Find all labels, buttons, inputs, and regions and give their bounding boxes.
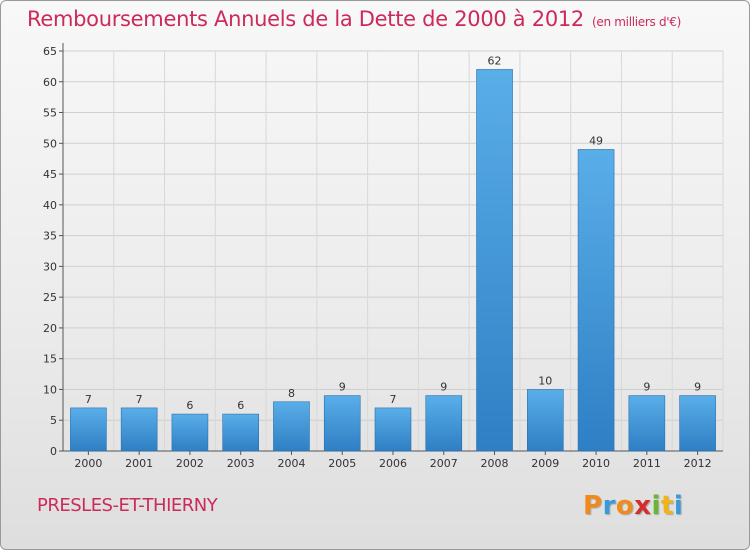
value-label-2006: 7: [390, 393, 397, 406]
value-label-2002: 6: [186, 399, 193, 412]
title-text: Remboursements Annuels de la Dette de 20…: [27, 7, 584, 31]
y-tick-label: 20: [43, 322, 57, 335]
y-tick-label: 25: [43, 291, 57, 304]
bar-2004: [273, 401, 310, 452]
y-tick-label: 10: [43, 383, 57, 396]
bar-2008: [476, 69, 513, 452]
x-tick-label: 2010: [582, 457, 610, 470]
logo-letter: i: [673, 491, 684, 521]
proxiti-logo: Proxiti: [583, 491, 683, 521]
x-tick-label: 2006: [379, 457, 407, 470]
bar-2011: [628, 395, 666, 452]
value-label-2001: 7: [136, 393, 143, 406]
bars: [70, 69, 716, 452]
x-tick-label: 2003: [227, 457, 255, 470]
y-tick-label: 60: [43, 76, 57, 89]
x-tick-label: 2011: [633, 457, 661, 470]
bar-2007: [425, 395, 463, 452]
y-tick-label: 55: [43, 107, 57, 120]
bar-2010: [577, 149, 615, 452]
bar-2003: [222, 413, 259, 452]
value-label-2007: 9: [440, 381, 447, 394]
bar-2009: [527, 389, 564, 452]
bar-2012: [679, 395, 716, 452]
logo-letter: t: [660, 491, 674, 521]
bar-2001: [120, 407, 158, 452]
commune-name: PRESLES-ET-THIERNY: [37, 495, 218, 516]
x-tick-label: 2005: [328, 457, 356, 470]
data-labels: 7 7 6 6 8 9 7 9 62 10 49 9 9: [85, 54, 701, 412]
value-label-2003: 6: [237, 399, 244, 412]
y-tick-label: 65: [43, 45, 57, 58]
gridlines: [62, 50, 724, 452]
y-tick-label: 5: [50, 414, 57, 427]
bar-2005: [323, 395, 361, 452]
y-tick-label: 30: [43, 260, 57, 273]
x-tick-label: 2008: [481, 457, 509, 470]
x-tick-label: 2009: [531, 457, 559, 470]
y-tick-label: 45: [43, 168, 57, 181]
value-label-2004: 8: [288, 387, 295, 400]
y-tick-label: 35: [43, 230, 57, 243]
value-label-2000: 7: [85, 393, 92, 406]
value-label-2009: 10: [538, 374, 552, 387]
bar-2006: [374, 407, 412, 452]
value-label-2010: 49: [589, 134, 603, 147]
logo-letter: P: [583, 491, 603, 521]
value-label-2012: 9: [694, 381, 701, 394]
bar-2002: [171, 413, 209, 452]
logo-letter: o: [615, 491, 635, 521]
x-tick-label: 2012: [684, 457, 712, 470]
unit-label: (en milliers d'€): [592, 15, 682, 29]
value-label-2005: 9: [339, 381, 346, 394]
y-tick-label: 50: [43, 137, 57, 150]
axes: 0 5 10 15 20 25 30 35 40 45 50 55 60 65 2000 2001 2002 20…: [43, 43, 723, 470]
y-tick-label: 0: [50, 445, 57, 458]
y-tick-label: 15: [43, 353, 57, 366]
value-label-2008: 62: [488, 54, 502, 67]
chart-title: Remboursements Annuels de la Dette de 20…: [27, 7, 681, 31]
x-tick-label: 2001: [125, 457, 153, 470]
bar-2000: [70, 407, 107, 452]
y-tick-label: 40: [43, 199, 57, 212]
logo-letter: x: [634, 491, 652, 521]
x-tick-label: 2007: [430, 457, 458, 470]
x-tick-label: 2004: [277, 457, 305, 470]
logo-letter: i: [651, 491, 661, 521]
logo-letter: r: [602, 491, 616, 521]
x-tick-label: 2000: [74, 457, 102, 470]
value-label-2011: 9: [643, 381, 650, 394]
x-tick-label: 2002: [176, 457, 204, 470]
